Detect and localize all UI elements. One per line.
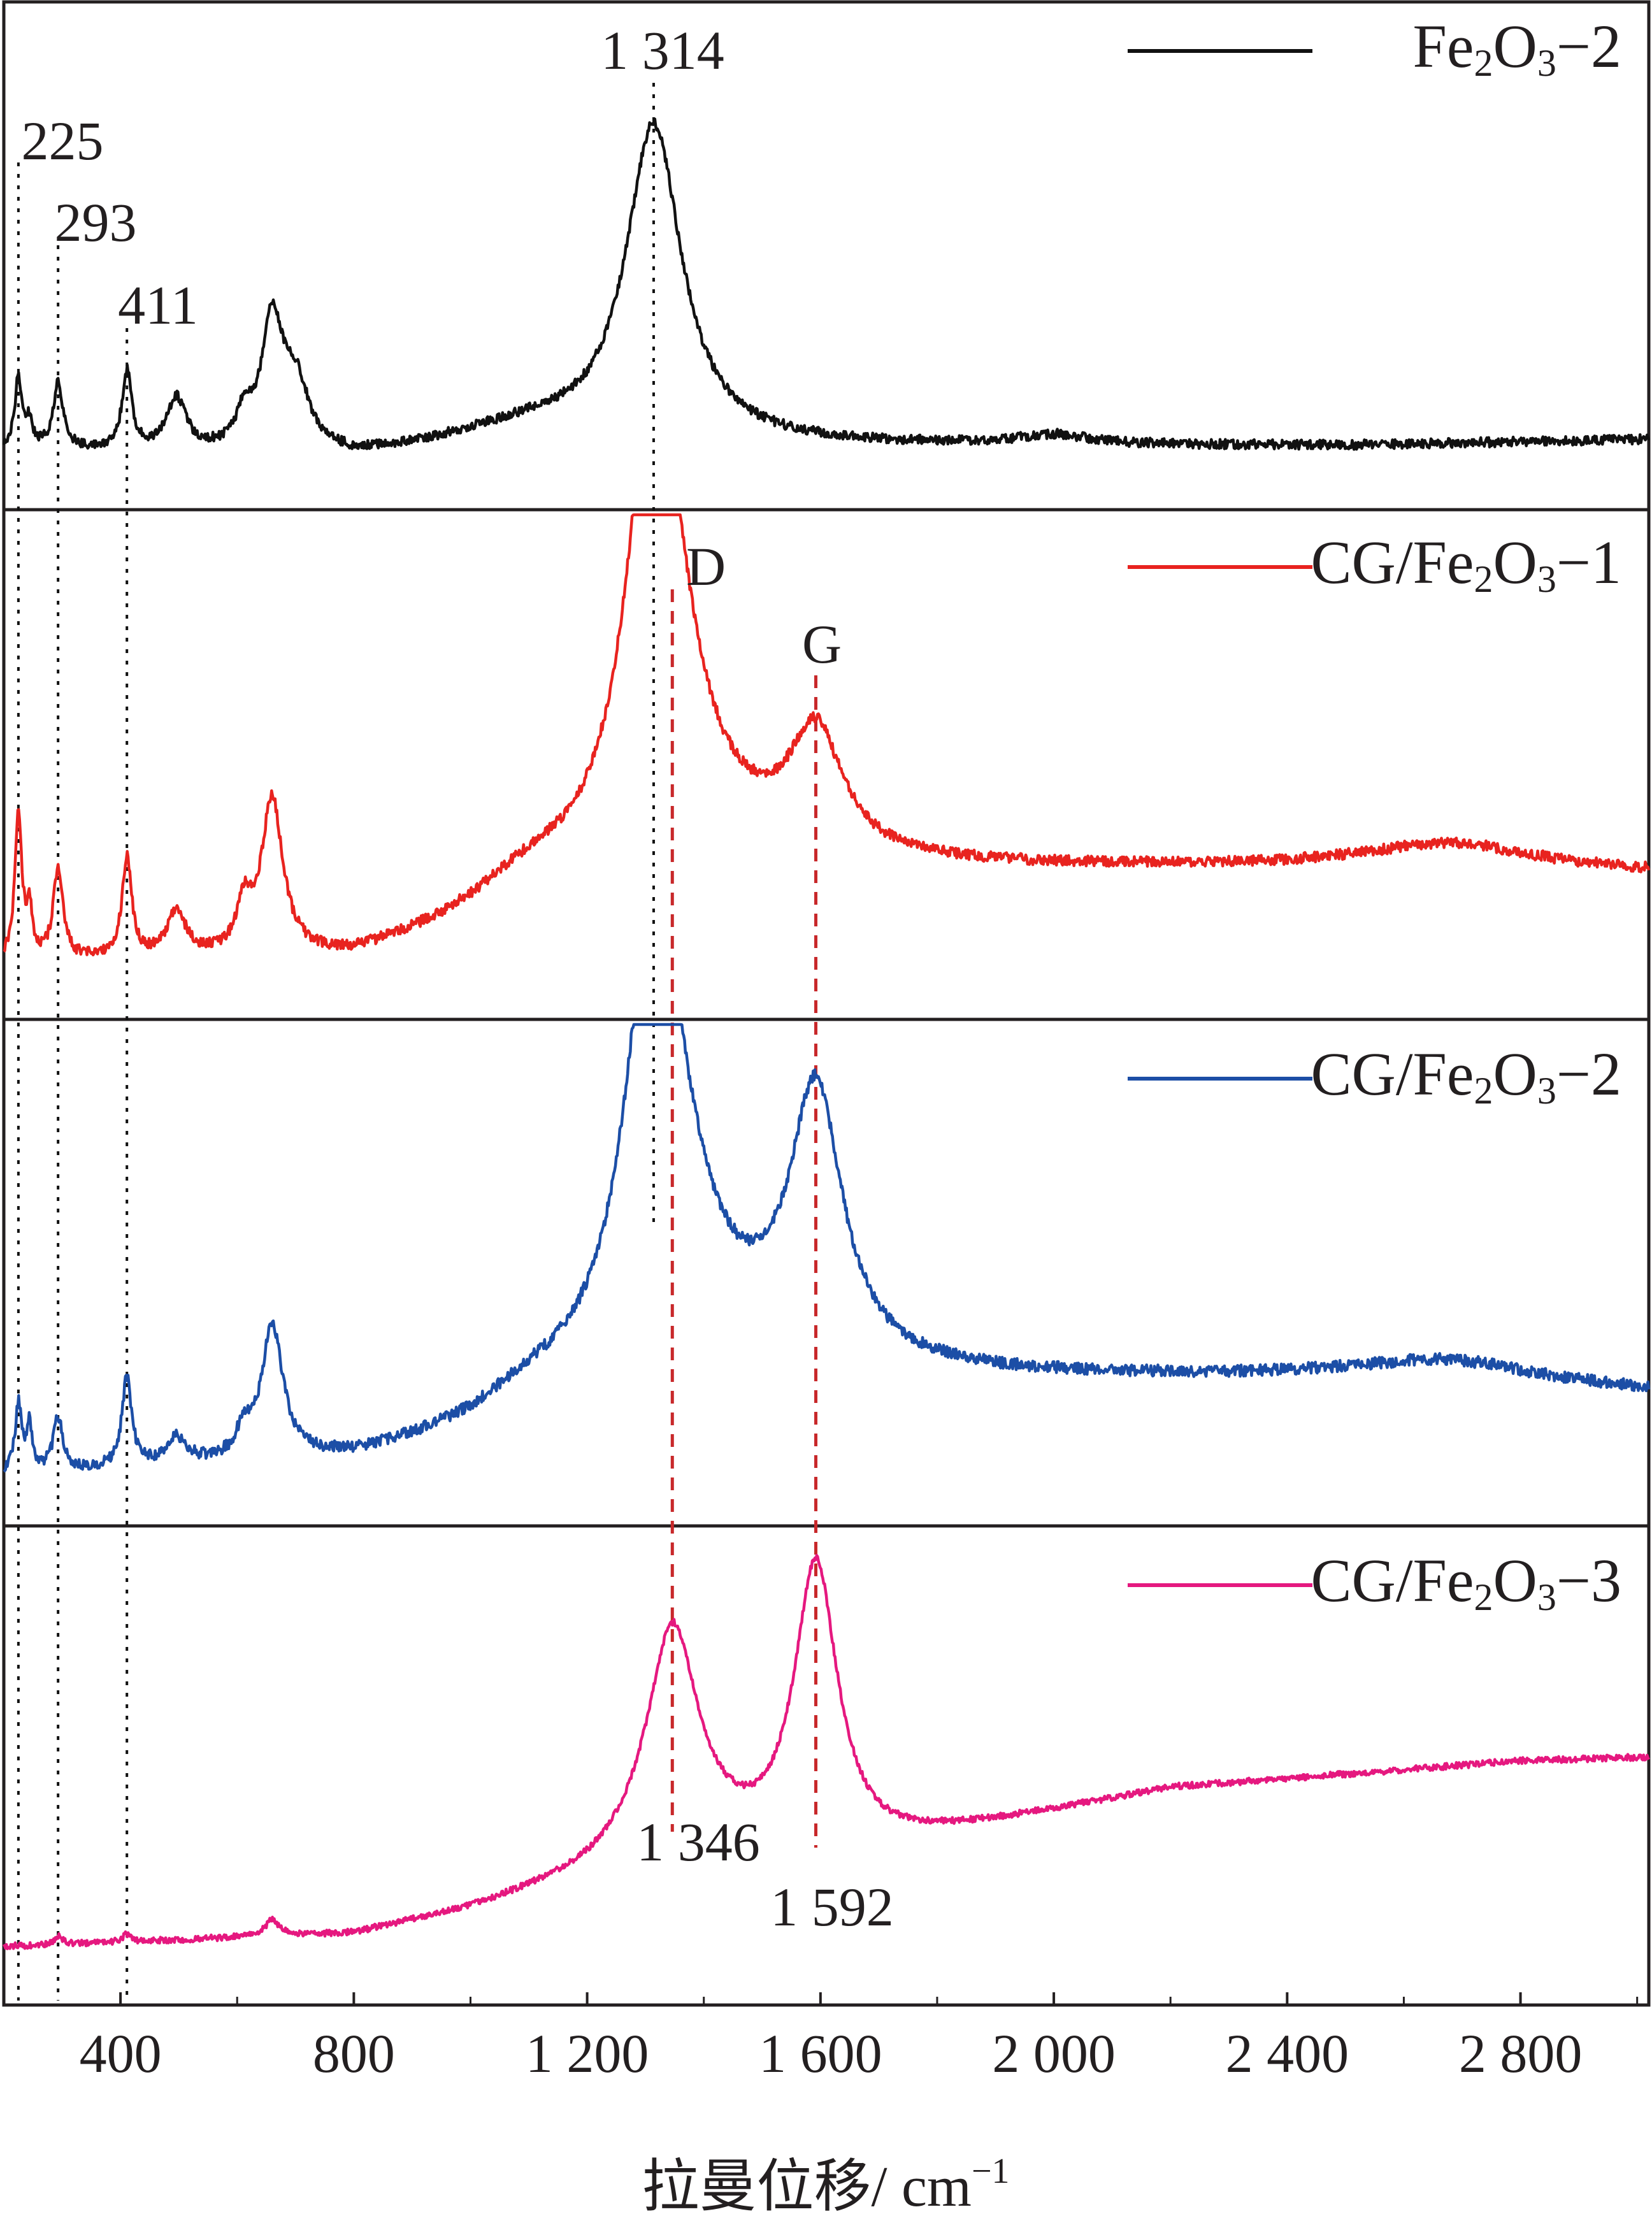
legend-text: −1 (1556, 528, 1621, 596)
x-axis-title-superscript: −1 (972, 2152, 1010, 2191)
legend-text: O (1493, 528, 1537, 596)
annotation-225: 225 (22, 110, 104, 171)
legend-text: O (1493, 1546, 1537, 1614)
x-tick-label-2000: 2 000 (992, 2023, 1116, 2084)
x-tick-label-1200: 1 200 (526, 2023, 649, 2084)
x-tick-label-1600: 1 600 (759, 2023, 882, 2084)
legend-subscript: 2 (1474, 42, 1493, 84)
legend-entry-4: CG/Fe2O3−3 (1128, 1546, 1621, 1618)
x-tick-label-2400: 2 400 (1226, 2023, 1349, 2084)
legend-subscript: 2 (1474, 1070, 1493, 1112)
legend-subscript: 3 (1537, 1070, 1556, 1112)
spectra-series (2, 117, 1651, 1950)
x-tick-label-800: 800 (313, 2023, 395, 2084)
annotation-1314: 1 314 (601, 20, 724, 81)
legend: Fe2O3−2CG/Fe2O3−1CG/Fe2O3−2CG/Fe2O3−3 (1128, 12, 1621, 1618)
annotation-1346: 1 346 (636, 1811, 760, 1873)
x-tick-label-400: 400 (80, 2023, 162, 2084)
series-line-fe2o3-2 (2, 117, 1651, 451)
legend-entry-3: CG/Fe2O3−2 (1128, 1040, 1621, 1112)
x-axis-title: 拉曼位移/ cm−1 (642, 2152, 1009, 2214)
legend-subscript: 3 (1537, 1576, 1556, 1618)
x-tick-label-2800: 2 800 (1459, 2023, 1583, 2084)
series-line-cg-fe2o3-3 (3, 1553, 1650, 1950)
legend-entry-1: Fe2O3−2 (1128, 12, 1621, 84)
legend-label-2: CG/Fe2O3−1 (1311, 528, 1622, 600)
annotation-293: 293 (55, 192, 137, 253)
legend-label-4: CG/Fe2O3−3 (1311, 1546, 1622, 1618)
annotation-band-g: G (802, 614, 842, 675)
legend-entry-2: CG/Fe2O3−1 (1128, 528, 1621, 600)
plot-frame (2, 0, 1651, 2007)
legend-subscript: 3 (1537, 558, 1556, 600)
series-line-cg-fe2o3-2 (3, 1023, 1651, 1473)
legend-text: −2 (1556, 12, 1621, 80)
series-line-cg-fe2o3-1 (3, 513, 1651, 957)
annotation-411: 411 (118, 275, 198, 336)
x-axis-title-text: 拉曼位移/ cm (642, 2155, 971, 2214)
legend-text: O (1493, 1040, 1537, 1108)
legend-label-3: CG/Fe2O3−2 (1311, 1040, 1622, 1112)
annotation-1592: 1 592 (770, 1876, 894, 1937)
legend-text: −3 (1556, 1546, 1621, 1614)
legend-text: Fe (1413, 12, 1474, 80)
panel-frames (2, 0, 1651, 2007)
legend-subscript: 2 (1474, 1576, 1493, 1618)
legend-subscript: 3 (1537, 42, 1556, 84)
legend-text: CG/Fe (1311, 1546, 1474, 1614)
legend-text: CG/Fe (1311, 1040, 1474, 1108)
peak-annotations: 1 314 225 293 411 D G 1 346 1 592 (22, 20, 894, 1937)
annotation-band-d: D (686, 536, 726, 597)
legend-text: CG/Fe (1311, 528, 1474, 596)
x-axis: 400 800 1 200 1 600 2 000 2 400 2 800 (3, 1992, 1639, 2084)
legend-text: O (1493, 12, 1537, 80)
legend-text: −2 (1556, 1040, 1621, 1108)
legend-subscript: 2 (1474, 558, 1493, 600)
marker-lines (17, 83, 818, 2001)
legend-label-1: Fe2O3−2 (1413, 12, 1621, 84)
